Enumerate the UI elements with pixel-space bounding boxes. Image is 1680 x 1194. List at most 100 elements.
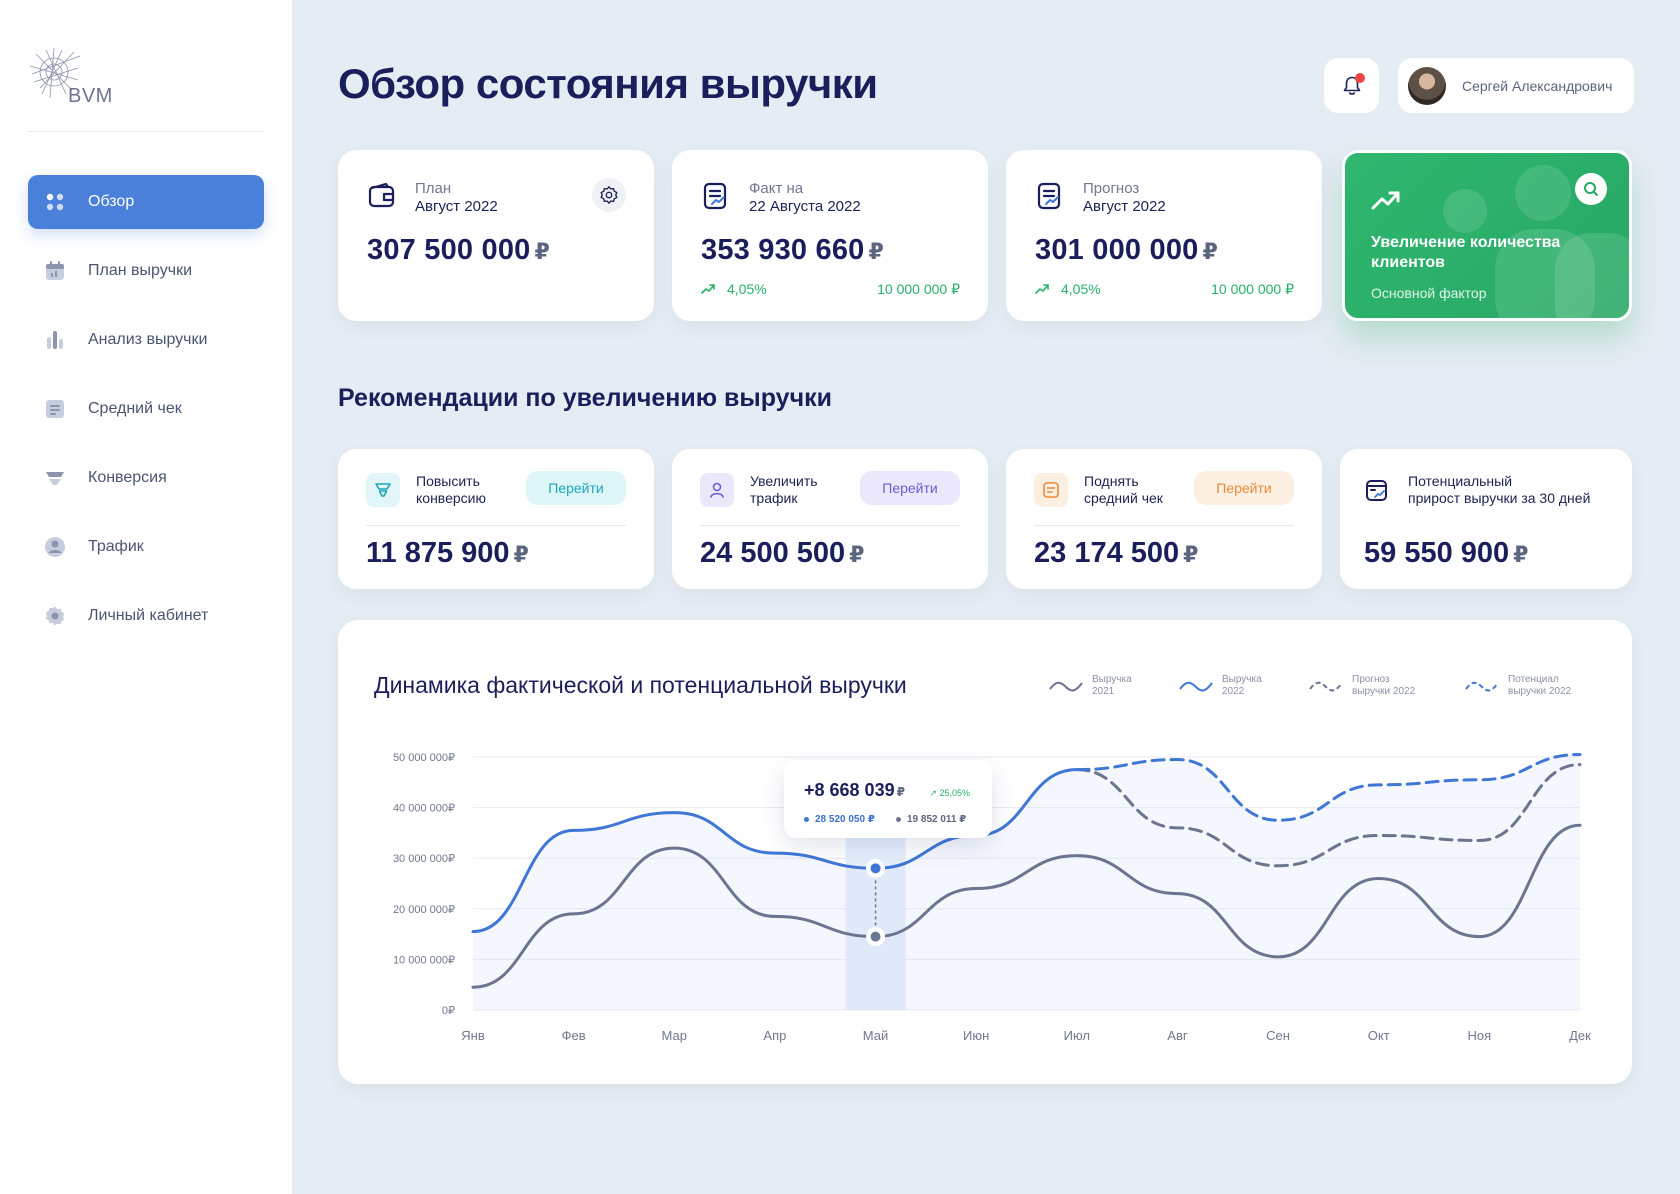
kpi-period: 22 Августа 2022 xyxy=(749,198,861,215)
sidebar-item-label: Трафик xyxy=(88,538,144,555)
currency-sign: ₽ xyxy=(534,239,550,264)
rec-card-conversion: Повысить конверсию Перейти 11 875 900 ₽ xyxy=(338,449,654,589)
kpi-value: 353 930 660 ₽ xyxy=(701,234,884,267)
series-line-0 xyxy=(471,823,1582,989)
kpi-label: Факт на xyxy=(749,180,804,197)
page-title: Обзор состояния выручки xyxy=(338,60,878,107)
go-conversion-button[interactable]: Перейти xyxy=(526,471,626,505)
rec-value-number: 59 550 900 xyxy=(1364,537,1510,569)
user-menu[interactable]: Сергей Александрович xyxy=(1398,58,1634,113)
receipt-icon xyxy=(1034,473,1068,507)
trend-up-icon xyxy=(1371,191,1400,210)
kpi-value-number: 353 930 660 xyxy=(701,234,865,266)
sidebar-item-account[interactable]: Личный кабинет xyxy=(28,589,264,643)
legend-label: 2021 xyxy=(1092,686,1115,697)
tooltip-value-number: +8 668 039 xyxy=(804,780,895,800)
tooltip-value-2022: 28 520 050 ₽ xyxy=(804,814,875,825)
bell-icon xyxy=(1343,76,1360,95)
tooltip-value: +8 668 039 ₽ xyxy=(804,780,905,801)
notifications-button[interactable] xyxy=(1324,58,1379,113)
rec-card-potential: Потенциальный прирост выручки за 30 дней … xyxy=(1340,449,1632,589)
kpi-growth-percent: 4,05% xyxy=(1035,281,1101,297)
rec-label: Повысить конверсию xyxy=(416,473,486,507)
decor-blob xyxy=(1495,229,1595,318)
legend-swatch xyxy=(1179,681,1213,692)
x-tick-label[interactable]: Июл xyxy=(1064,1028,1090,1043)
rec-card-traffic: Увеличить трафик Перейти 24 500 500 ₽ xyxy=(672,449,988,589)
selection-point[interactable] xyxy=(870,931,881,942)
divider xyxy=(1034,525,1294,526)
sidebar-divider xyxy=(28,131,263,132)
rec-value-number: 24 500 500 xyxy=(700,537,846,569)
kpi-period: Август 2022 xyxy=(1083,198,1166,215)
legend-label: 2022 xyxy=(1222,686,1245,697)
legend-label: Выручка xyxy=(1092,674,1132,685)
tooltip-percent-value: 25,05% xyxy=(939,788,970,798)
user-name: Сергей Александрович xyxy=(1462,77,1613,94)
sidebar-item-overview[interactable]: Обзор xyxy=(28,175,264,229)
x-tick-label[interactable]: Мар xyxy=(662,1028,687,1043)
sidebar-nav: Обзор План выручки Анализ выручки Средни… xyxy=(28,175,264,658)
x-tick-label[interactable]: Окт xyxy=(1368,1028,1390,1043)
page-scrollbar[interactable] xyxy=(1666,0,1680,1194)
y-tick-label: 10 000 000₽ xyxy=(393,954,455,966)
rec-value-number: 11 875 900 xyxy=(366,537,510,569)
rec-label-line: Потенциальный xyxy=(1408,473,1513,489)
currency-sign: ₽ xyxy=(849,542,865,567)
kpi-value: 307 500 000 ₽ xyxy=(367,234,550,267)
sidebar-item-traffic[interactable]: Трафик xyxy=(28,520,264,574)
series-dot xyxy=(896,817,901,822)
currency-sign: ₽ xyxy=(868,239,884,264)
x-tick-label[interactable]: Ноя xyxy=(1468,1028,1492,1043)
currency-sign: ₽ xyxy=(1202,239,1218,264)
legend-label: Потенциал xyxy=(1508,674,1559,685)
currency-sign: ₽ xyxy=(1513,542,1529,567)
user-icon xyxy=(700,473,734,507)
x-tick-label[interactable]: Авг xyxy=(1167,1028,1188,1043)
go-traffic-button[interactable]: Перейти xyxy=(860,471,960,505)
rec-label-line: Поднять xyxy=(1084,473,1139,489)
decor-blob xyxy=(1515,165,1571,221)
sidebar-item-average-check[interactable]: Средний чек xyxy=(28,382,264,436)
sidebar-item-label: Личный кабинет xyxy=(88,607,209,624)
x-tick-label[interactable]: Май xyxy=(863,1028,888,1043)
legend-swatch xyxy=(1465,681,1499,692)
sidebar-item-conversion[interactable]: Конверсия xyxy=(28,451,264,505)
tooltip-value-2021: 19 852 011 ₽ xyxy=(896,814,966,825)
kpi-growth-value: 4,05% xyxy=(727,281,767,297)
rec-label-line: Повысить xyxy=(416,473,480,489)
funnel-icon xyxy=(44,467,66,489)
kpi-label: Прогноз xyxy=(1083,180,1140,197)
x-tick-label[interactable]: Янв xyxy=(461,1028,485,1043)
x-tick-label[interactable]: Апр xyxy=(763,1028,786,1043)
kpi-value-number: 301 000 000 xyxy=(1035,234,1199,266)
selection-point[interactable] xyxy=(870,863,881,874)
legend-item: Выручка 2022 xyxy=(1178,674,1262,698)
tooltip-value-2021-text: 19 852 011 ₽ xyxy=(907,814,967,825)
x-tick-label[interactable]: Июн xyxy=(963,1028,989,1043)
rec-label-line: Увеличить xyxy=(750,473,818,489)
sidebar-item-revenue-analysis[interactable]: Анализ выручки xyxy=(28,313,264,367)
main-factor-card[interactable]: Увеличение количества клиентов Основной … xyxy=(1342,150,1632,321)
sidebar-item-revenue-plan[interactable]: План выручки xyxy=(28,244,264,298)
go-average-check-button[interactable]: Перейти xyxy=(1194,471,1294,505)
recommendations-title: Рекомендации по увеличению выручки xyxy=(338,384,832,412)
legend-item: Выручка 2021 xyxy=(1048,674,1132,698)
gear-icon xyxy=(600,186,618,204)
document-chart-icon xyxy=(703,182,727,210)
x-tick-label[interactable]: Сен xyxy=(1266,1028,1290,1043)
plan-settings-button[interactable] xyxy=(592,178,626,212)
trend-up-icon xyxy=(701,284,715,294)
x-tick-label[interactable]: Дек xyxy=(1569,1028,1591,1043)
kpi-label: План xyxy=(415,180,452,197)
kpi-value-number: 307 500 000 xyxy=(367,234,531,266)
kpi-card-plan: План Август 2022 307 500 000 ₽ xyxy=(338,150,654,321)
factor-subtitle: Основной фактор xyxy=(1371,285,1487,301)
factor-search-button[interactable] xyxy=(1575,173,1607,205)
legend-label: выручки 2022 xyxy=(1352,686,1416,697)
receipt-icon xyxy=(44,398,66,420)
rec-value: 23 174 500 ₽ xyxy=(1034,537,1198,570)
search-icon xyxy=(1584,182,1598,196)
sidebar-item-label: План выручки xyxy=(88,262,193,279)
x-tick-label[interactable]: Фев xyxy=(562,1028,586,1043)
